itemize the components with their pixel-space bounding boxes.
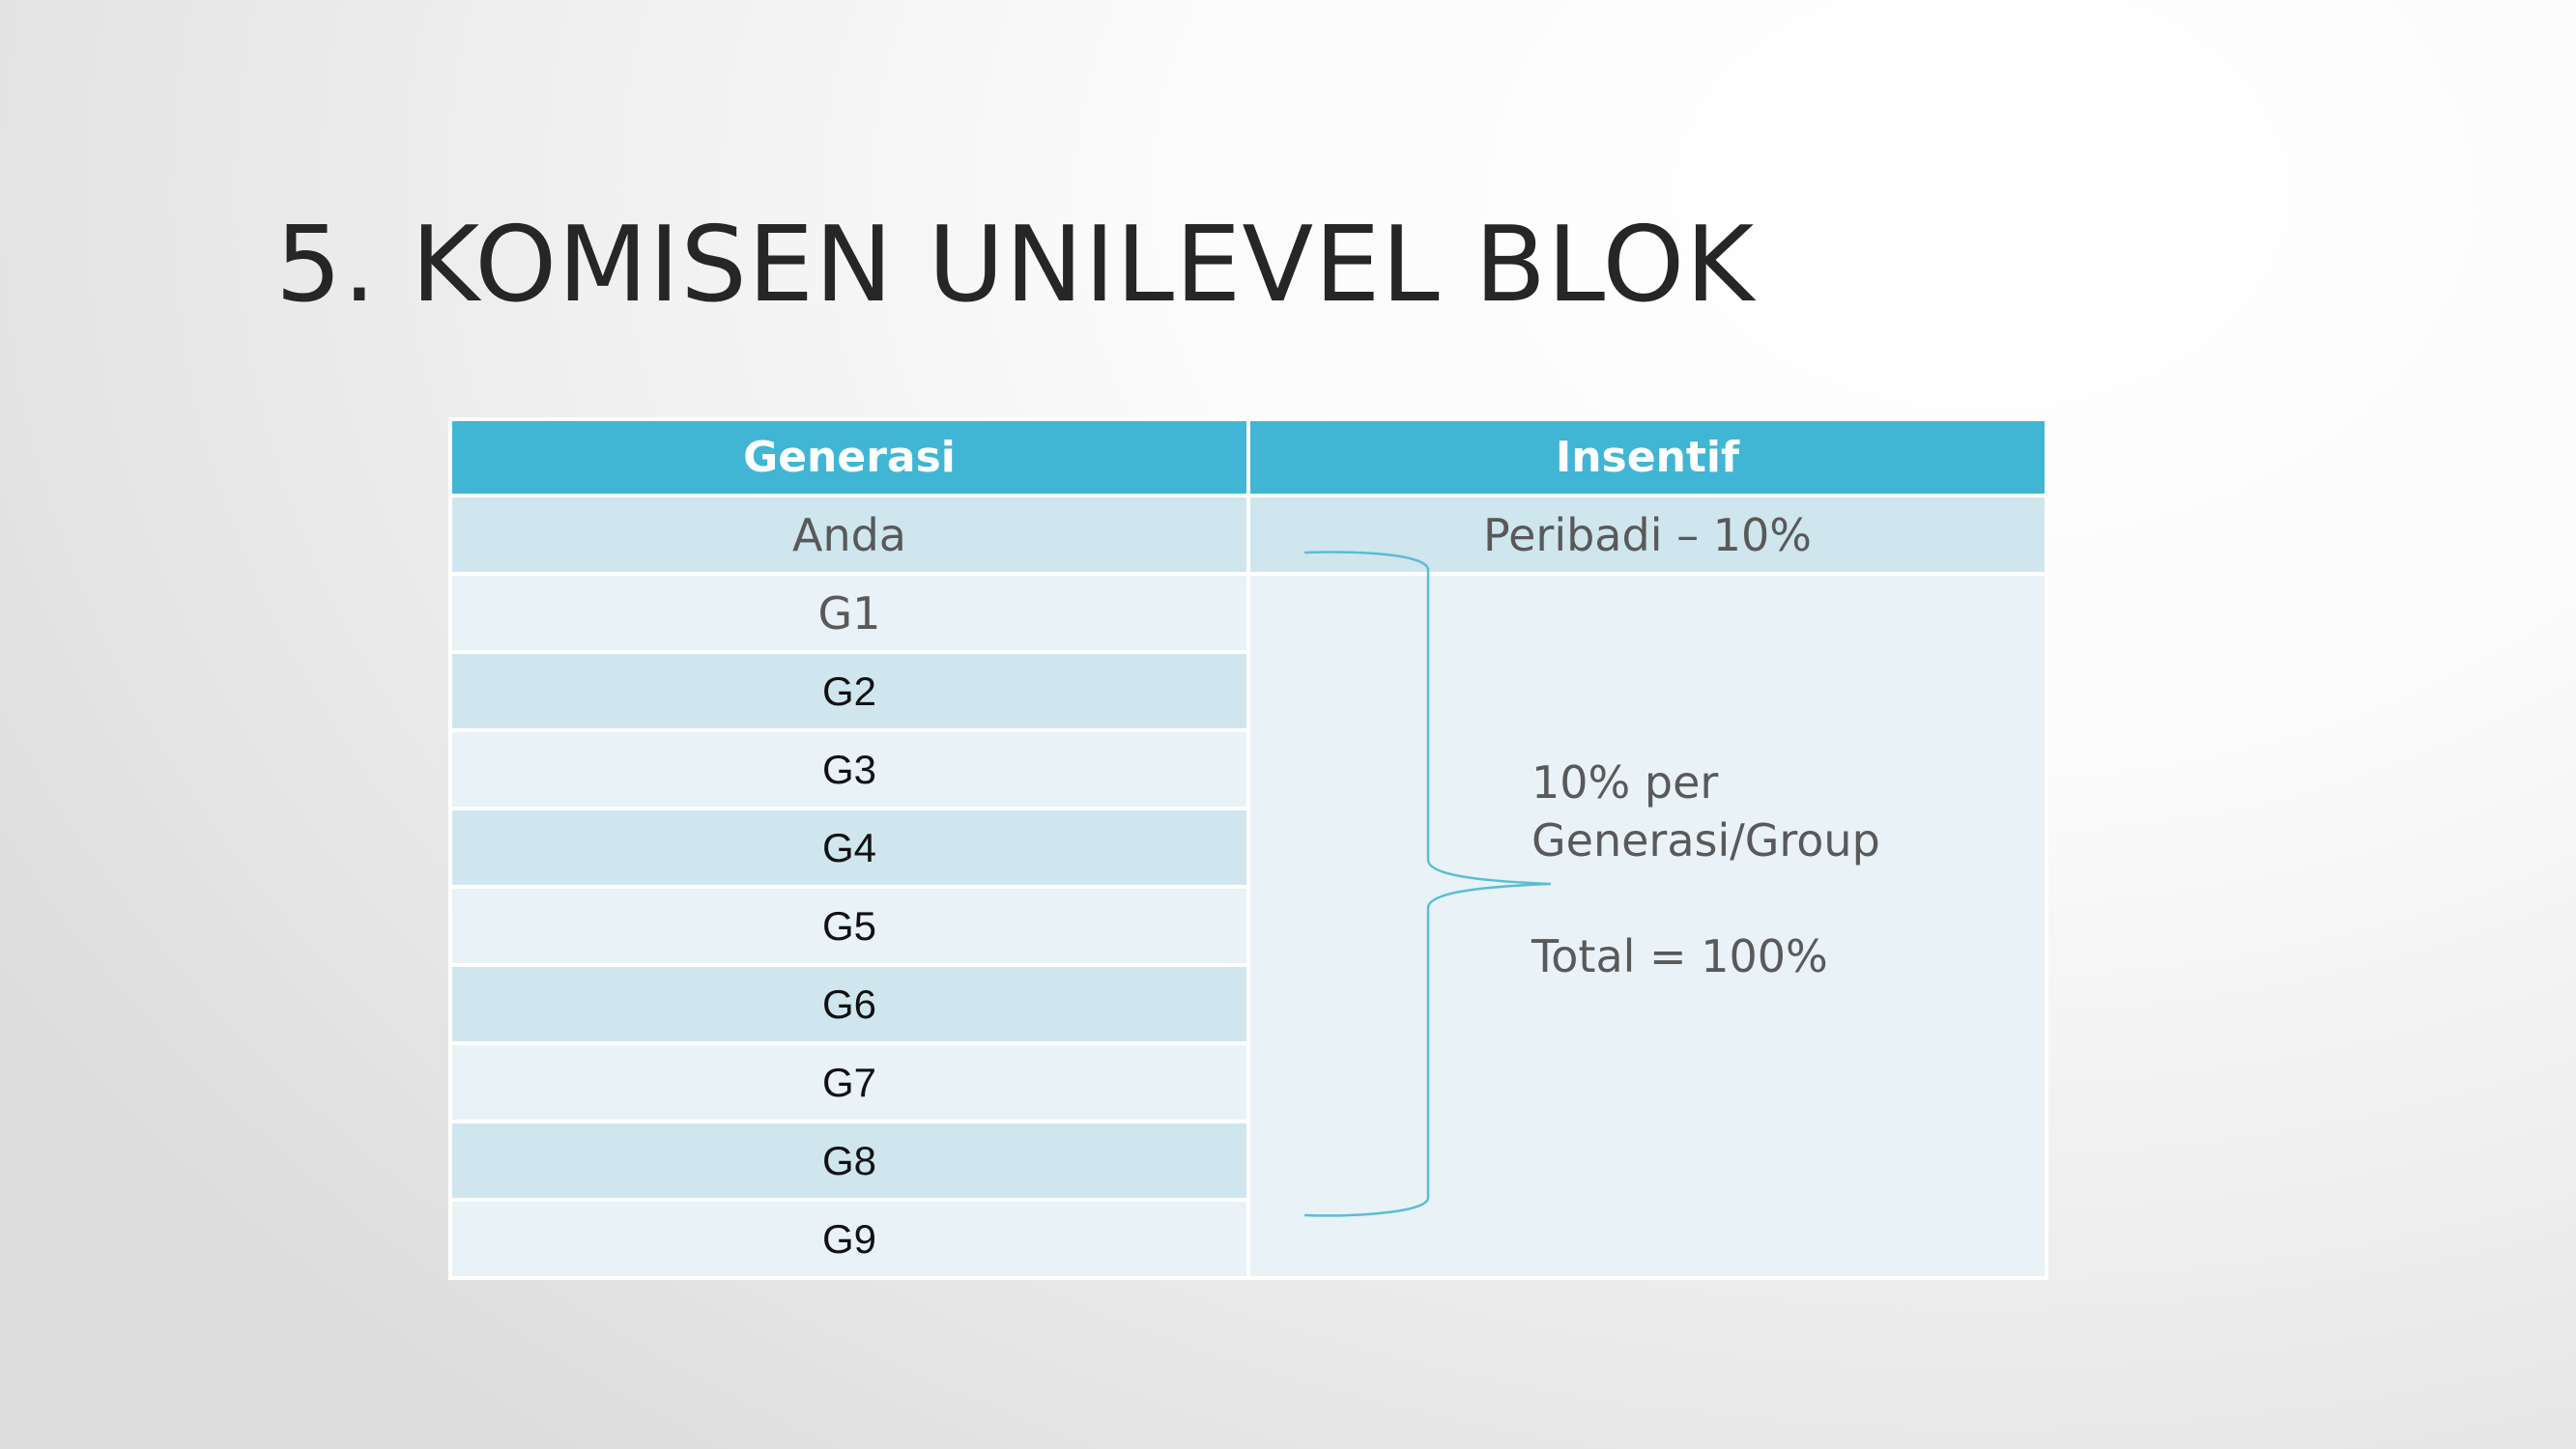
table-row: Anda Peribadi – 10% xyxy=(448,494,2048,576)
table-row: G6 xyxy=(448,963,2046,1045)
note-line-1: 10% per xyxy=(1531,756,1719,809)
commission-table: Generasi Insentif Anda Peribadi – 10% G1… xyxy=(448,417,2048,1280)
generasi-cell: G5 xyxy=(448,885,1250,967)
generasi-cell: G3 xyxy=(448,728,1250,810)
header-generasi: Generasi xyxy=(448,417,1250,497)
table-row: G7 xyxy=(448,1041,2046,1123)
table-row: G2 xyxy=(448,650,2046,732)
table-row: G8 xyxy=(448,1120,2046,1202)
table-row: G1 xyxy=(448,572,2048,1280)
generasi-cell: G6 xyxy=(448,963,1250,1045)
generasi-cell-anda: Anda xyxy=(448,494,1250,576)
slide-title: 5. KOMISEN UNILEVEL BLOK xyxy=(275,205,1756,326)
generasi-cell: G8 xyxy=(448,1120,1250,1202)
table-row: G3 xyxy=(448,728,2046,810)
curly-brace-shape xyxy=(1303,551,1552,1217)
incentive-note: 10% per Generasi/Group Total = 100% xyxy=(1531,753,1880,985)
note-total: Total = 100% xyxy=(1531,930,1828,982)
header-insentif: Insentif xyxy=(1246,417,2048,497)
generasi-cell: G7 xyxy=(448,1041,1250,1123)
table-row: G9 xyxy=(448,1198,2046,1280)
generasi-cell: G4 xyxy=(448,807,1250,889)
insentif-merged-cell xyxy=(1246,572,2048,1280)
table-row: G5 xyxy=(448,885,2046,967)
brace-path xyxy=(1303,551,1552,1217)
generasi-cell: G1 xyxy=(448,572,1250,654)
generasi-cell: G9 xyxy=(448,1198,1250,1280)
commission-table-container: Generasi Insentif Anda Peribadi – 10% G1… xyxy=(448,417,2048,1280)
generasi-cell: G2 xyxy=(448,650,1250,732)
note-line-2: Generasi/Group xyxy=(1531,814,1880,867)
table-row: G4 xyxy=(448,807,2046,889)
table-header-row: Generasi Insentif xyxy=(448,417,2048,497)
insentif-cell-peribadi: Peribadi – 10% xyxy=(1246,494,2048,576)
